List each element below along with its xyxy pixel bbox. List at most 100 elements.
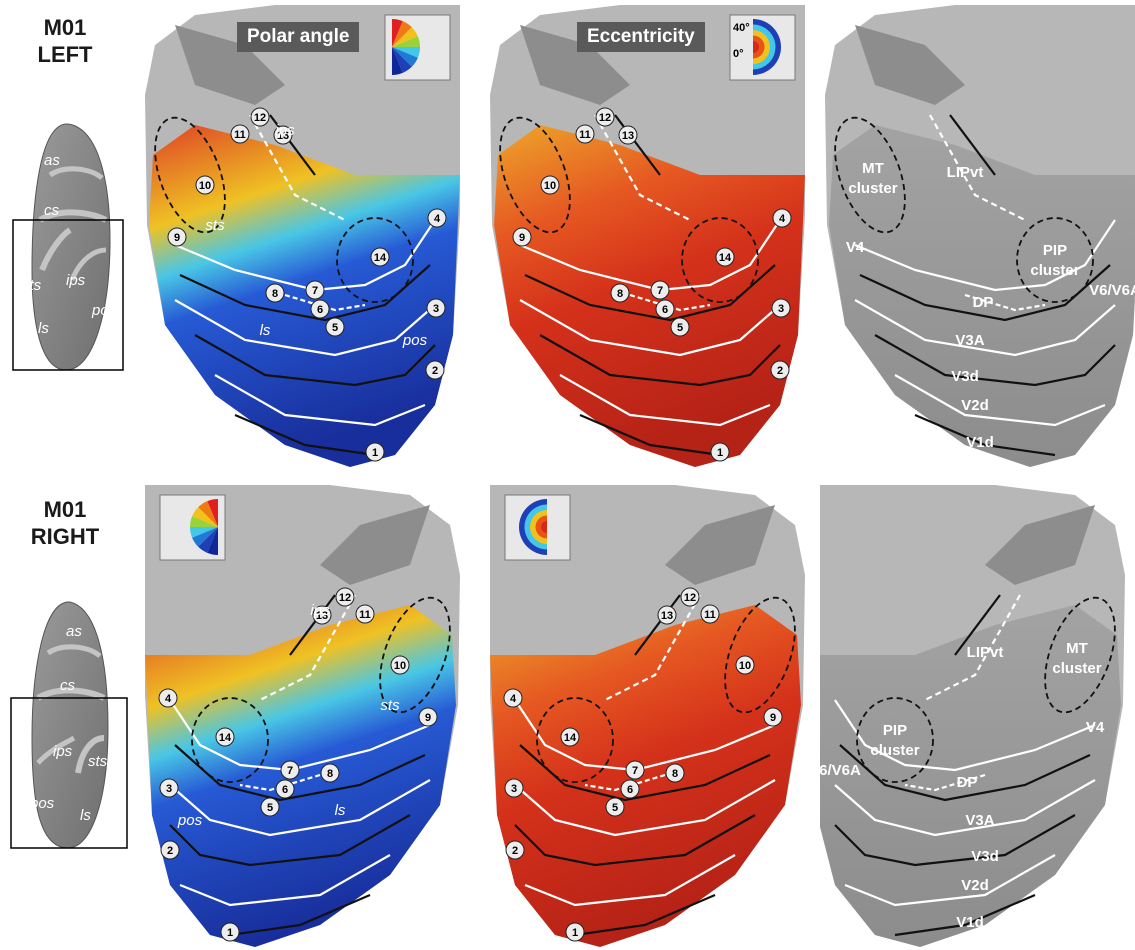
cluster-outline (154, 116, 226, 234)
area-boundary-line (949, 114, 996, 176)
map-badge-label: 6 (282, 784, 288, 796)
map-badge-label: 9 (174, 232, 180, 244)
map-badge (273, 125, 293, 145)
map-badge (620, 779, 640, 799)
area-boundary-line (574, 893, 716, 937)
map-badge (715, 247, 735, 267)
map-badge-label: 11 (234, 129, 246, 141)
area-label-pip: PIP (1043, 242, 1067, 259)
polar-angle-title: Polar angle (237, 22, 360, 52)
hemisphere-label: RIGHT (30, 524, 100, 549)
map-badge-label: 10 (199, 180, 211, 192)
area-label-pip-cluster: cluster (1030, 262, 1079, 279)
sulcus-pos: pos (91, 302, 117, 319)
map-badge (710, 442, 730, 462)
map-badge (618, 125, 638, 145)
area-label-mt: MT (862, 160, 884, 177)
map-badge-label: 12 (684, 592, 696, 604)
map-badge (575, 124, 595, 144)
map-badge-label: 12 (339, 592, 351, 604)
map-badge-label: 3 (778, 303, 784, 315)
cluster-outline (724, 596, 796, 714)
map-badge-label: 7 (632, 765, 638, 777)
map-badge-label: 14 (374, 252, 387, 264)
map-badge-label: 11 (704, 609, 716, 621)
sulcus-patch (175, 25, 285, 105)
map-badge-label: 2 (167, 845, 173, 857)
area-boundary-line (519, 219, 781, 292)
map-badge (390, 655, 410, 675)
area-label-v3d: V3d (951, 368, 979, 385)
area-boundary-line (854, 219, 1116, 292)
area-label-v4: V4 (846, 239, 865, 256)
sulcus-ips: ips (275, 122, 295, 139)
area-boundary-line (904, 773, 986, 792)
sulcus-sts: sts (88, 753, 108, 770)
sulcus-patch (520, 25, 630, 105)
map-badge-label: 1 (572, 927, 578, 939)
map-badge-label: 12 (254, 112, 266, 124)
map-badge (312, 605, 332, 625)
sulcus-pos: pos (177, 812, 203, 829)
sulcus-patch (985, 505, 1095, 585)
map-badge (650, 280, 670, 300)
map-badge-label: 13 (661, 610, 673, 622)
area-label-lipvt: LIPvt (947, 164, 984, 181)
cluster-outline (834, 116, 906, 234)
polar-angle-legend (159, 494, 226, 561)
map-badge (265, 283, 285, 303)
area-label-pip-cluster: cluster (870, 742, 919, 759)
sulcus-sts: sts (22, 277, 42, 294)
legend-wedge (207, 527, 218, 555)
legend-ring (541, 521, 547, 533)
sulcus-ips: ips (66, 272, 86, 289)
map-badge (160, 840, 180, 860)
area-label-v2d: V2d (961, 397, 989, 414)
sulcus-patch (665, 505, 775, 585)
map-badge (370, 247, 390, 267)
area-label-v1d: V1d (966, 434, 994, 451)
area-label-v4: V4 (1086, 719, 1105, 736)
area-label-v3a: V3A (955, 332, 984, 349)
map-badge (215, 727, 235, 747)
map-badge-label: 1 (372, 447, 378, 459)
area-boundary-line (929, 114, 1026, 221)
activation-map (494, 125, 805, 467)
cluster-outline (336, 217, 414, 303)
map-badge (305, 280, 325, 300)
area-boundary-line (844, 854, 1056, 907)
map-badge (540, 175, 560, 195)
sulcus-sts: sts (380, 697, 400, 714)
area-boundary-line (249, 114, 346, 221)
area-boundary-line (539, 334, 781, 387)
area-boundary-line (234, 413, 376, 457)
area-boundary-line (514, 699, 776, 772)
area-boundary-line (629, 293, 711, 312)
area-boundary-line (594, 114, 691, 221)
map-badge-label: 5 (612, 802, 618, 814)
area-boundary-line (174, 219, 436, 292)
map-badge-label: 6 (662, 304, 668, 316)
map-badge-label: 7 (312, 285, 318, 297)
cluster-outline (191, 697, 269, 783)
brain-thumbnail-left: as cs sts ips pos ls (12, 123, 124, 371)
area-boundary-line (559, 374, 771, 427)
legend-wedge (198, 501, 218, 527)
map-badge-label: 2 (777, 365, 783, 377)
map-badge-label: 11 (359, 609, 371, 621)
map-badge (657, 605, 677, 625)
map-badge (503, 688, 523, 708)
eccentricity-title: Eccentricity (577, 22, 705, 52)
legend-min-label: 0° (733, 48, 744, 60)
map-badge (560, 727, 580, 747)
polar-angle-legend (384, 14, 451, 81)
sulcus-patch (855, 25, 965, 105)
legend-wedge (392, 47, 418, 67)
map-badge (505, 840, 525, 860)
activation-map (145, 605, 456, 947)
map-badge-label: 9 (519, 232, 525, 244)
area-label-mt-cluster: cluster (1052, 660, 1101, 677)
legend-wedge (392, 47, 403, 75)
cluster-outline (499, 116, 571, 234)
